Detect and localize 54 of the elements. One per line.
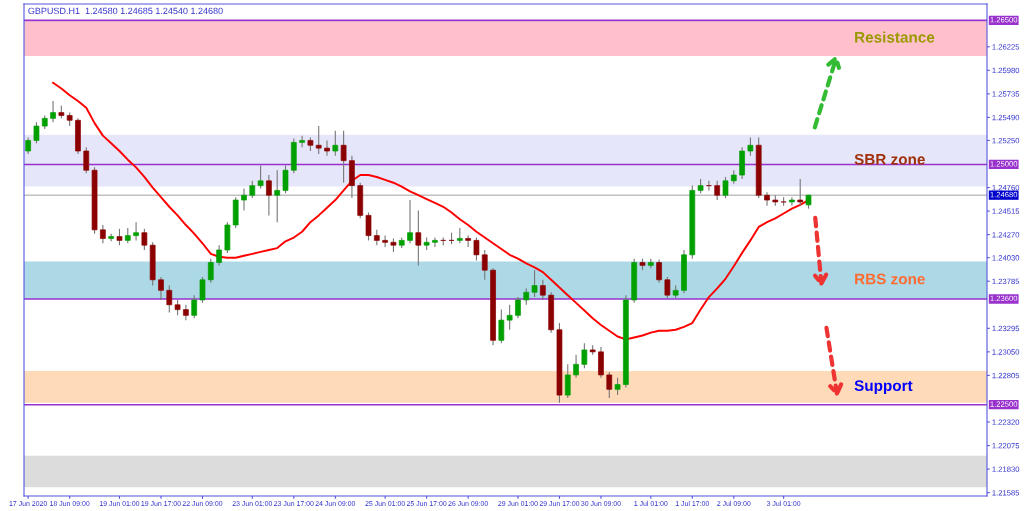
candlestick	[531, 269, 538, 298]
candlestick	[199, 276, 206, 304]
candlestick	[747, 137, 754, 157]
candlestick	[324, 139, 330, 157]
candlestick	[481, 249, 488, 281]
candlestick	[257, 164, 264, 190]
candlestick	[133, 221, 139, 241]
candlestick	[465, 235, 471, 248]
candlestick	[722, 176, 729, 199]
candlestick	[506, 304, 513, 331]
candlestick	[656, 259, 662, 284]
candlestick	[789, 196, 795, 207]
candlestick	[141, 228, 148, 251]
candlestick	[266, 174, 272, 216]
candlestick	[83, 146, 90, 174]
candlestick	[183, 304, 189, 321]
candlestick	[581, 342, 588, 369]
candlestick	[207, 258, 214, 284]
candlestick	[540, 279, 546, 301]
candlestick	[498, 309, 505, 344]
candlestick	[573, 354, 579, 379]
candlestick	[166, 284, 173, 314]
candlestick	[714, 180, 721, 201]
candlestick	[241, 187, 247, 212]
candlestick	[382, 235, 388, 248]
candlestick	[216, 244, 222, 266]
candlestick	[274, 169, 281, 223]
candlestick	[191, 294, 198, 319]
candlestick	[797, 178, 804, 207]
candlestick	[764, 191, 770, 207]
band-label: Resistance	[855, 31, 935, 43]
candlestick	[473, 236, 480, 262]
candlestick	[606, 371, 613, 399]
candlestick	[340, 130, 347, 184]
candlestick	[664, 276, 671, 299]
candlestick	[598, 346, 604, 379]
candlestick	[158, 276, 164, 301]
candlestick	[50, 100, 56, 123]
candlestick	[515, 296, 521, 319]
candlestick	[407, 199, 413, 244]
band-label: RBS zone	[855, 273, 925, 285]
chart-title: GBPUSD.H1 1.24580 1.24685 1.24540 1.24680	[28, 7, 223, 15]
candlestick	[299, 135, 305, 148]
candlestick	[564, 363, 571, 399]
candlestick	[100, 224, 106, 244]
candlestick	[432, 236, 438, 248]
candlestick	[365, 211, 372, 241]
candlestick	[332, 130, 339, 157]
candlestick	[315, 125, 322, 155]
candlestick	[33, 121, 40, 144]
band-label: Support	[854, 380, 913, 395]
candlestick	[415, 210, 422, 266]
candlestick	[282, 164, 289, 194]
band-label: SBR zone	[854, 153, 925, 165]
